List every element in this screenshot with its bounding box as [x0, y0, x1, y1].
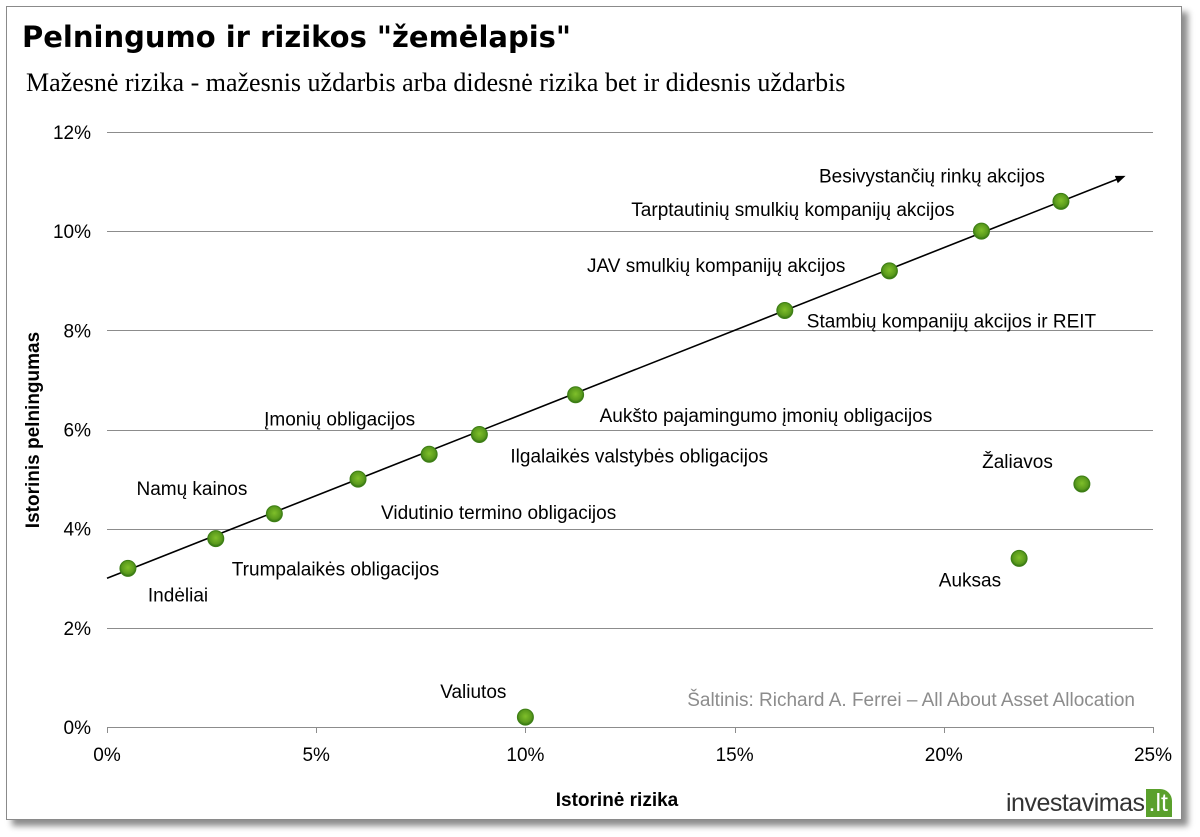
data-point [1073, 475, 1091, 493]
brand-tld: .lt [1145, 789, 1172, 817]
brand-name: investavimas [1006, 789, 1145, 817]
gridlines [107, 132, 1153, 629]
point-label: Stambių kompanijų akcijos ir REIT [807, 312, 1097, 333]
point-label: Trumpalaikės obligacijos [232, 560, 439, 581]
chart-frame [6, 6, 1182, 820]
data-point [880, 262, 898, 280]
y-tick-label: 6% [64, 421, 92, 442]
y-tick-label: 8% [64, 321, 92, 342]
y-axis-title: Istorinis pelningumas [23, 332, 44, 528]
point-label: Aukšto pajamingumo įmonių obligacijos [600, 406, 933, 427]
data-point [119, 559, 137, 577]
x-tick-label: 0% [93, 745, 121, 766]
y-tick-label: 10% [53, 222, 91, 243]
point-label: Valiutos [440, 682, 506, 703]
data-point [567, 386, 585, 404]
point-label: Tarptautinių smulkių kompanijų akcijos [631, 200, 954, 221]
point-label: Vidutinio termino obligacijos [381, 503, 616, 524]
data-point [265, 505, 283, 523]
y-tick-label: 2% [64, 619, 92, 640]
y-tick-label: 4% [64, 520, 92, 541]
brand-logo: investavimas .lt [1006, 783, 1172, 817]
point-label: Auksas [939, 570, 1001, 591]
x-tick-label: 5% [302, 745, 330, 766]
x-tick-label: 25% [1134, 745, 1172, 766]
data-point [776, 302, 794, 319]
data-point [972, 222, 990, 240]
data-point [1052, 192, 1070, 210]
point-label: Besivystančių rinkų akcijos [819, 166, 1045, 187]
data-point [349, 470, 367, 488]
point-label: Įmonių obligacijos [264, 409, 415, 430]
data-point [470, 425, 488, 443]
point-label: JAV smulkių kompanijų akcijos [587, 256, 845, 277]
point-label: Namų kainos [136, 479, 247, 500]
data-point [1010, 549, 1028, 567]
x-tick-label: 20% [925, 745, 963, 766]
x-tick-label: 15% [716, 745, 754, 766]
y-tick-label: 12% [53, 123, 91, 144]
point-label: Ilgalaikės valstybės obligacijos [510, 446, 768, 467]
point-labels: Indėliai Trumpalaikės obligacijos Namų kai… [136, 166, 1096, 703]
source-note: Šaltinis: Richard A. Ferrei – All About … [687, 689, 1135, 711]
chart-subtitle: Mažesnė rizika - mažesnis uždarbis arba … [26, 68, 846, 97]
point-label: Indėliai [148, 585, 208, 606]
chart-title: Pelningumo ir rizikos "žemėlapis" [22, 20, 572, 54]
data-points [119, 192, 1091, 726]
data-point [420, 445, 438, 463]
x-axis-title: Istorinė rizika [556, 790, 679, 811]
data-point [516, 708, 534, 726]
point-label: Žaliavos [982, 451, 1053, 473]
axes: 0% 2% 4% 6% 8% 10% 12% 0% 5% 10% 15% 20% 25% [53, 123, 1172, 766]
x-tick-label: 10% [506, 745, 544, 766]
y-tick-label: 0% [64, 718, 92, 739]
data-point [207, 530, 225, 548]
